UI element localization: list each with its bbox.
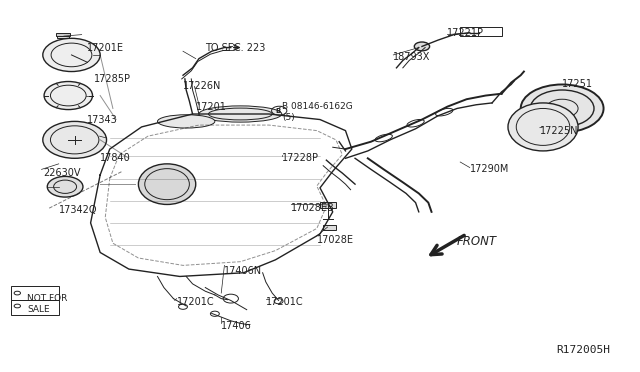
Text: 17201: 17201 bbox=[196, 102, 227, 112]
Text: 17028E: 17028E bbox=[317, 234, 354, 244]
Text: 17201E: 17201E bbox=[88, 42, 124, 52]
Circle shape bbox=[414, 42, 429, 51]
Text: 17406: 17406 bbox=[221, 321, 252, 331]
Circle shape bbox=[47, 176, 83, 197]
Text: NOT FOR
SALE: NOT FOR SALE bbox=[27, 295, 67, 314]
Text: 17840: 17840 bbox=[100, 153, 131, 163]
Bar bbox=[58, 34, 69, 38]
Circle shape bbox=[521, 84, 604, 132]
Text: 17251: 17251 bbox=[562, 80, 593, 89]
Text: 17406N: 17406N bbox=[225, 266, 262, 276]
Text: 17343: 17343 bbox=[88, 115, 118, 125]
Text: 17201C: 17201C bbox=[177, 297, 214, 307]
Ellipse shape bbox=[157, 115, 215, 128]
Text: 17028EB: 17028EB bbox=[291, 203, 335, 213]
Text: FRONT: FRONT bbox=[457, 235, 497, 248]
Text: 18793X: 18793X bbox=[394, 52, 431, 62]
Ellipse shape bbox=[138, 164, 196, 205]
Bar bbox=[323, 225, 336, 230]
Bar bbox=[320, 202, 336, 208]
Text: 17201C: 17201C bbox=[266, 297, 303, 307]
Text: 17225N: 17225N bbox=[540, 126, 579, 136]
Text: 22630V: 22630V bbox=[43, 168, 80, 178]
Bar bbox=[11, 286, 59, 301]
Circle shape bbox=[44, 81, 93, 110]
Text: 17226N: 17226N bbox=[183, 81, 221, 91]
Text: B 08146-6162G
(5): B 08146-6162G (5) bbox=[282, 102, 353, 122]
Bar bbox=[56, 33, 70, 36]
Text: B: B bbox=[275, 108, 280, 114]
Text: TO SEC. 223: TO SEC. 223 bbox=[205, 42, 266, 52]
Bar bbox=[460, 27, 502, 36]
Text: 17221P: 17221P bbox=[447, 28, 484, 38]
Text: 17285P: 17285P bbox=[94, 74, 131, 84]
Circle shape bbox=[43, 121, 106, 158]
Text: 17228P: 17228P bbox=[282, 153, 319, 163]
Ellipse shape bbox=[199, 106, 282, 122]
Bar bbox=[11, 301, 59, 315]
Text: R172005H: R172005H bbox=[556, 345, 610, 355]
Circle shape bbox=[43, 38, 100, 71]
Text: 17342Q: 17342Q bbox=[59, 205, 97, 215]
Text: 17290M: 17290M bbox=[470, 164, 509, 174]
Ellipse shape bbox=[508, 103, 578, 151]
